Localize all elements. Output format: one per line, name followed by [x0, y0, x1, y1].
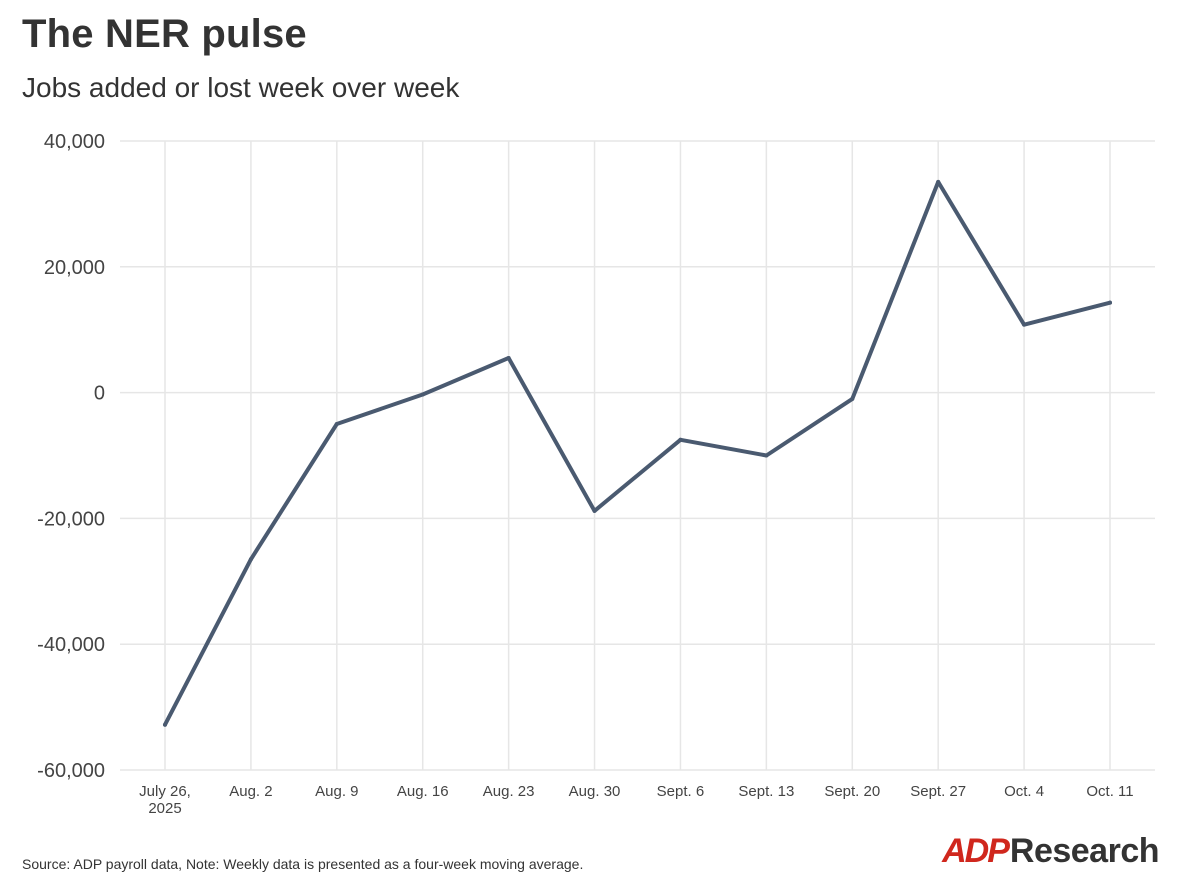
logo-word: Research — [1009, 832, 1160, 870]
chart-title: The NER pulse — [22, 12, 307, 56]
x-tick-label: Aug. 23 — [483, 783, 535, 800]
x-tick-label: Sept. 13 — [738, 783, 794, 800]
data-point — [163, 722, 167, 727]
data-point — [420, 392, 425, 397]
series — [163, 179, 1112, 727]
y-tick-label: -20,000 — [37, 508, 105, 530]
data-point — [334, 422, 339, 427]
x-tick-label: Aug. 16 — [397, 783, 449, 800]
y-tick-label: -60,000 — [37, 760, 105, 782]
data-point — [506, 356, 511, 361]
x-tick-label: July 26, 2025 — [139, 783, 191, 817]
chart-subtitle: Jobs added or lost week over week — [22, 72, 460, 103]
series-line — [163, 179, 1112, 727]
x-tick-label: Sept. 20 — [824, 783, 880, 800]
y-tick-label: -40,000 — [37, 634, 105, 656]
data-point — [592, 508, 597, 513]
data-point — [850, 396, 855, 401]
x-tick-label: Sept. 6 — [657, 783, 705, 800]
adp-research-logo: ADP Research — [942, 832, 1159, 871]
y-tick-label: 0 — [94, 383, 105, 405]
source-note: Source: ADP payroll data, Note: Weekly d… — [22, 856, 584, 872]
data-point — [1108, 300, 1112, 305]
x-tick-label: Oct. 11 — [1086, 783, 1133, 800]
logo-brand: ADP — [942, 832, 1010, 870]
data-point — [764, 453, 769, 458]
data-point — [1022, 322, 1027, 327]
y-tick-label: 40,000 — [44, 131, 105, 153]
x-tick-label: Aug. 2 — [229, 783, 272, 800]
y-axis: 40,000 20,000 0 -20,000 -40,000 -60,000 — [37, 131, 105, 782]
data-point — [678, 437, 683, 442]
x-axis: July 26, 2025 Aug. 2 Aug. 9 Aug. 16 Aug. 23 Au… — [139, 783, 1133, 817]
x-tick-label: Oct. 4 — [1004, 783, 1044, 800]
data-point — [936, 179, 941, 184]
grid — [120, 140, 1155, 771]
x-tick-label: Aug. 9 — [315, 783, 358, 800]
y-tick-label: 20,000 — [44, 257, 105, 279]
data-point — [248, 557, 253, 562]
x-tick-label: Aug. 30 — [569, 783, 621, 800]
x-tick-label: Sept. 27 — [910, 783, 966, 800]
